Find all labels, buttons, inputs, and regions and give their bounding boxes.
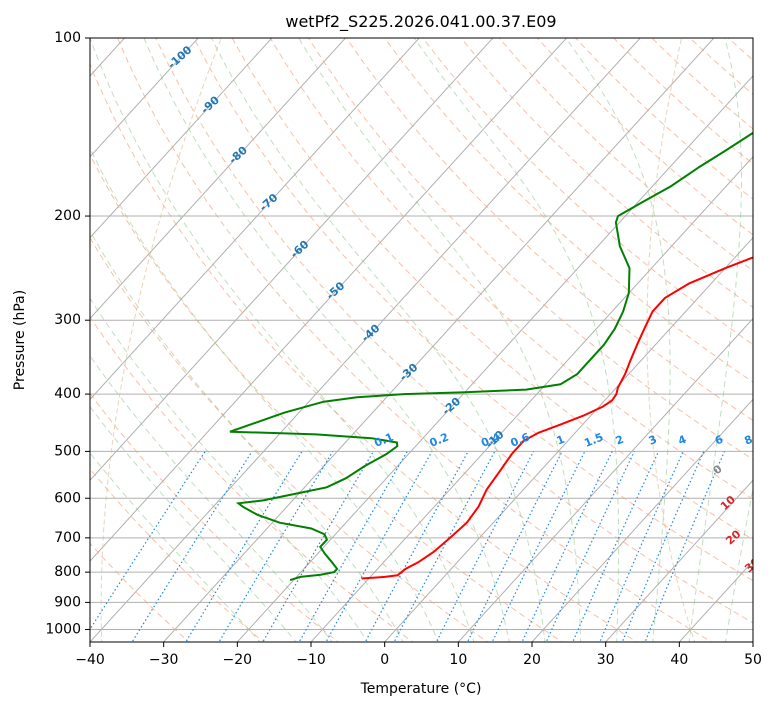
mixing-ratio-line (131, 451, 253, 642)
moist-adiabat-line (90, 354, 333, 642)
dry-adiabat-line (231, 38, 753, 541)
y-tick-label: 900 (54, 594, 81, 610)
mixing-ratio-label: 3 (647, 433, 659, 448)
dewpoint-profile-line (229, 131, 753, 582)
y-tick-label: 100 (54, 30, 81, 46)
isotherm-line (531, 398, 753, 642)
moist-adiabat-line (413, 38, 620, 642)
y-tick-label: 300 (54, 312, 81, 328)
y-axis-label: Pressure (hPa) (12, 290, 28, 390)
dry-adiabat-line (384, 38, 753, 383)
y-tick-label: 200 (54, 208, 81, 224)
mixing-ratio-line (435, 451, 535, 642)
moist-adiabat-line (724, 486, 753, 642)
y-tick-label: 400 (54, 386, 81, 402)
isotherm-line (90, 38, 420, 401)
mixing-ratio-line (621, 451, 705, 642)
x-tick-label: 50 (744, 652, 762, 668)
y-tick-label: 500 (54, 443, 81, 459)
moist-adiabat-line (90, 405, 297, 642)
moist-adiabat-line (143, 38, 510, 642)
mixing-ratio-line (644, 451, 726, 642)
mixing-ratio-line (491, 451, 586, 642)
isotherm-line (90, 38, 199, 158)
mixing-ratio-line (90, 451, 206, 631)
dry-adiabat-line (117, 38, 713, 642)
dry-adiabat-line (307, 38, 753, 461)
moist-adiabat-line (298, 38, 582, 642)
x-tick-label: 10 (449, 652, 467, 668)
isotherm-line (90, 38, 273, 239)
mixing-ratio-line (521, 451, 613, 642)
x-tick-label: −30 (149, 652, 179, 668)
mixing-ratio-label: 2 (614, 433, 626, 448)
moist-adiabat-line (90, 38, 475, 642)
isotherm-line (90, 38, 347, 320)
dry-adiabat-line (269, 38, 753, 500)
x-tick-label: 20 (523, 652, 541, 668)
y-tick-label: 800 (54, 564, 81, 580)
dry-adiabat-line (422, 38, 753, 346)
plot-area: -100-90-80-70-60-50-40-30-20-100.1 0.2 0.4… (90, 38, 762, 642)
temperature-profile-line (361, 256, 753, 580)
y-tick-label: 700 (54, 530, 81, 546)
isotherm-line (90, 38, 494, 481)
moist-adiabat-line (565, 38, 671, 642)
dry-adiabat-line (345, 38, 753, 422)
mixing-ratio-line (364, 451, 469, 642)
dry-adiabat-line (90, 63, 638, 642)
x-tick-label: 30 (597, 652, 615, 668)
dry-adiabat-line (90, 542, 190, 642)
mixing-ratio-label: 8 (743, 433, 755, 448)
y-tick-label: 1000 (45, 621, 81, 637)
moist-adiabat-line (90, 230, 404, 642)
isotherm-line (310, 156, 753, 642)
x-tick-label: 0 (380, 652, 389, 668)
isotherm-line (90, 38, 568, 562)
adiabat-curve (646, 38, 696, 642)
isotherm-line (604, 479, 753, 642)
mixing-ratio-line (262, 451, 374, 642)
dry-adiabat-line (193, 38, 753, 582)
x-tick-label: 40 (670, 652, 688, 668)
mixing-ratio-line (218, 451, 334, 642)
plot-frame (89, 37, 754, 643)
chart-title: wetPf2_S225.2026.041.00.37.E09 (285, 12, 556, 32)
isotherm-line (236, 75, 753, 642)
dry-adiabat-line (90, 236, 489, 642)
y-tick-label: 600 (54, 490, 81, 506)
moist-adiabat-line (90, 452, 261, 642)
isotherm-line (90, 38, 641, 642)
isotherm-line (162, 38, 715, 642)
x-tick-label: −40 (75, 652, 105, 668)
dry-adiabat-line (155, 38, 753, 624)
x-axis-label: Temperature (°C) (360, 681, 482, 697)
dry-adiabat-line (90, 392, 340, 642)
moist-adiabat-line (210, 38, 546, 642)
wet-bulb-label: 30 (742, 555, 762, 575)
dry-adiabat-line (90, 153, 564, 642)
moist-adiabat-line (90, 297, 369, 642)
dry-adiabat-line (90, 315, 414, 642)
x-tick-label: −10 (296, 652, 326, 668)
dry-adiabat-line (90, 468, 265, 642)
mixing-ratio-line (393, 451, 496, 642)
mixing-ratio-label: 1 (555, 433, 567, 448)
moist-adiabat-line (90, 147, 440, 642)
adiabat-curve (100, 38, 222, 642)
axis-ticks: −40 −30 −20 −10 0 10 20 30 40 50 100 200 300 400 500 60… (45, 30, 762, 668)
x-tick-label: −20 (223, 652, 253, 668)
mixing-ratio-line (185, 451, 303, 642)
